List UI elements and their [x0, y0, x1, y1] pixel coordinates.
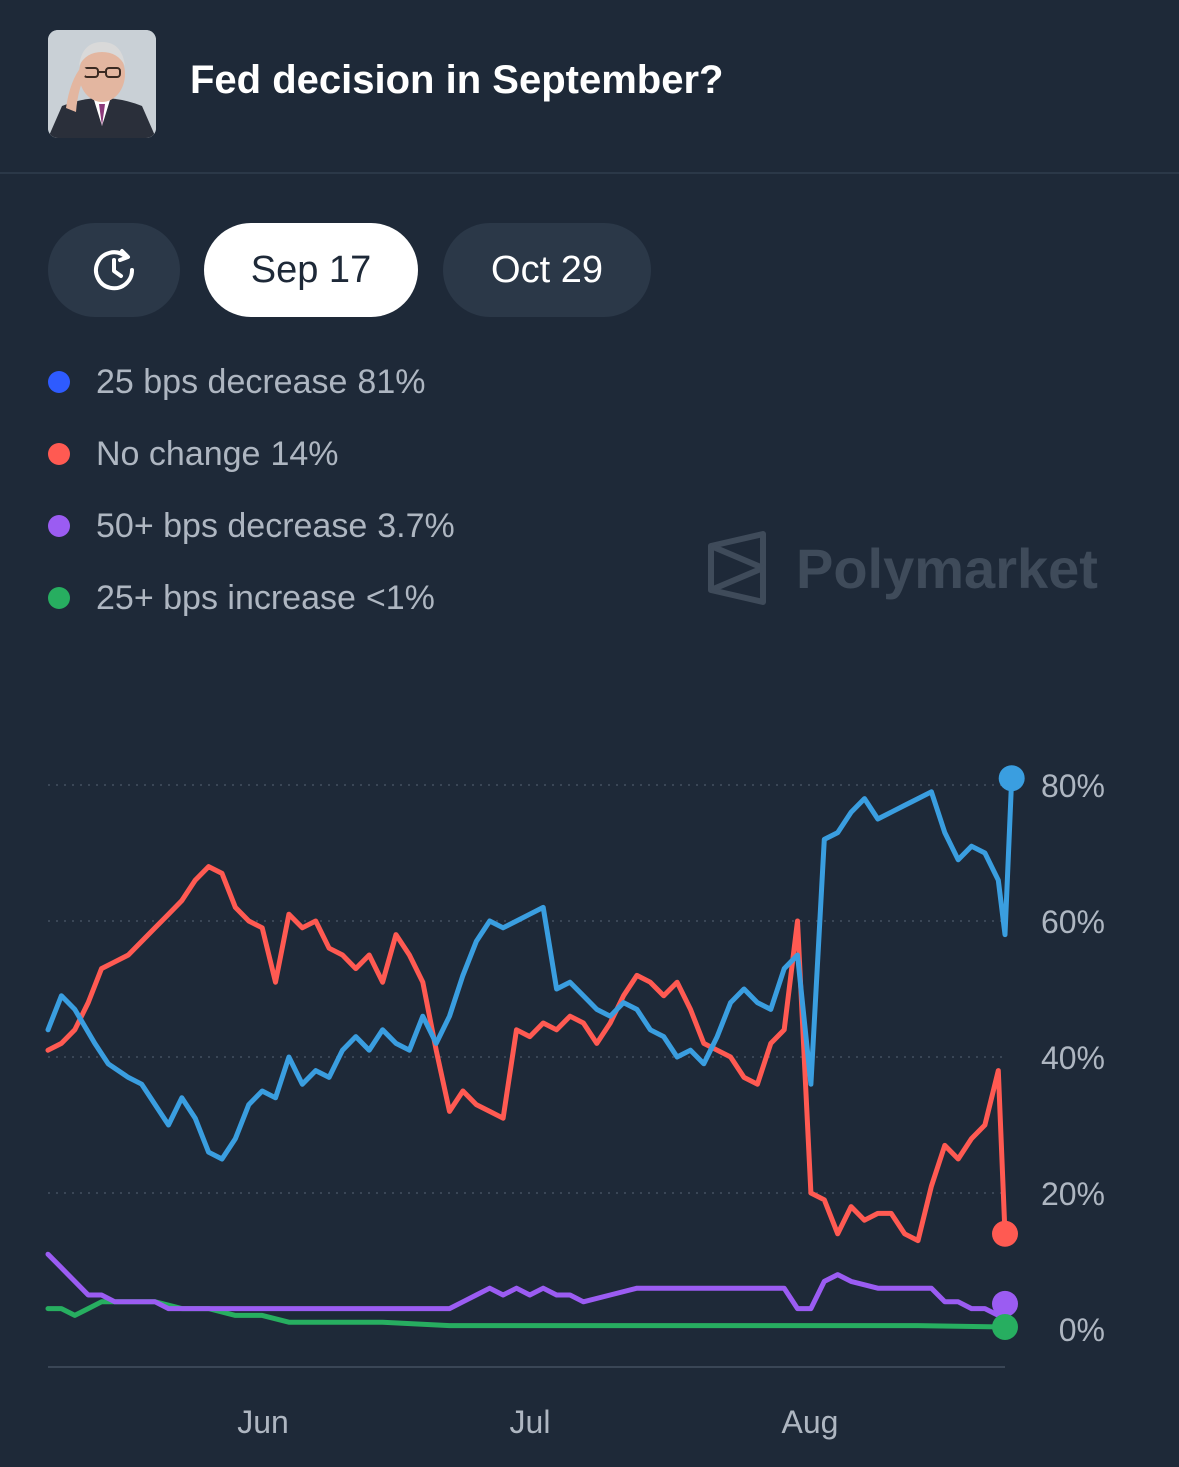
y-tick-label: 0%: [1059, 1312, 1105, 1348]
y-tick-label: 80%: [1041, 768, 1105, 804]
tab-sep-17[interactable]: Sep 17: [204, 223, 418, 317]
legend-item: No change 14%: [48, 418, 455, 490]
legend-dot: [48, 587, 70, 609]
series-line-3: [45, 1299, 1008, 1330]
page-title: Fed decision in September?: [190, 58, 724, 102]
legend-label: 25+ bps increase: [96, 578, 356, 617]
series-line-0: [45, 775, 1015, 1162]
legend-label: No change: [96, 434, 261, 473]
y-tick-label: 20%: [1041, 1176, 1105, 1212]
watermark-text: Polymarket: [796, 536, 1098, 600]
portrait-icon: [48, 30, 156, 138]
series-line-1: [45, 864, 1008, 1244]
watermark: Polymarket: [706, 530, 1098, 606]
legend-label: 50+ bps decrease: [96, 506, 368, 545]
y-tick-label: 60%: [1041, 904, 1105, 940]
legend-dot: [48, 515, 70, 537]
chart-legend: 25 bps decrease 81% No change 14% 50+ bp…: [48, 346, 455, 634]
x-tick-label: Aug: [782, 1404, 839, 1440]
legend-value: 81%: [357, 362, 426, 401]
y-tick-label: 40%: [1041, 1040, 1105, 1076]
legend-value: 3.7%: [377, 506, 455, 545]
history-clock-icon: [94, 249, 135, 291]
series-end-point-1: [992, 1220, 1018, 1247]
legend-item: 25 bps decrease 81%: [48, 346, 455, 418]
legend-item: 50+ bps decrease 3.7%: [48, 490, 455, 562]
legend-item: 25+ bps increase <1%: [48, 562, 455, 634]
history-button[interactable]: [48, 223, 180, 317]
series-end-point-3: [992, 1313, 1018, 1340]
polymarket-logo-icon: [708, 531, 766, 605]
series-end-point-0: [998, 765, 1025, 792]
legend-label: 25 bps decrease: [96, 362, 348, 401]
series-line-2: [45, 1251, 1008, 1318]
x-tick-label: Jun: [237, 1404, 289, 1440]
legend-value: <1%: [365, 578, 435, 617]
tab-oct-29[interactable]: Oct 29: [443, 223, 651, 317]
market-header: Fed decision in September?: [0, 0, 1179, 174]
probability-chart: 80% 60% 40% 20% 0% Jun Jul Aug: [45, 765, 1105, 1440]
legend-dot: [48, 443, 70, 465]
x-tick-label: Jul: [510, 1404, 551, 1440]
series-end-point-2: [992, 1290, 1018, 1317]
legend-dot: [48, 371, 70, 393]
legend-value: 14%: [270, 434, 339, 473]
